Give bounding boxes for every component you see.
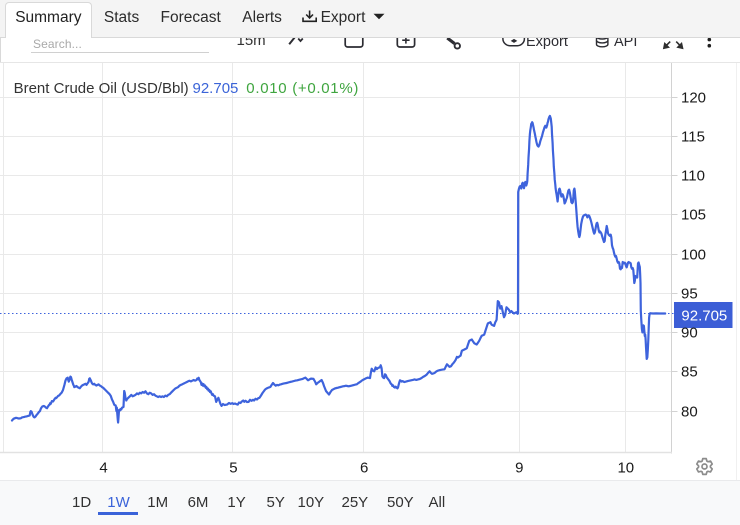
svg-text:4: 4 [99, 460, 107, 477]
svg-text:105: 105 [681, 207, 706, 224]
svg-text:95: 95 [681, 286, 698, 303]
svg-text:115: 115 [681, 129, 705, 146]
svg-text:92.705: 92.705 [681, 308, 727, 325]
svg-text:80: 80 [681, 404, 698, 421]
svg-text:90: 90 [681, 325, 698, 342]
svg-text:6: 6 [360, 460, 368, 477]
svg-text:9: 9 [515, 460, 523, 477]
svg-text:120: 120 [681, 90, 706, 107]
svg-text:85: 85 [681, 364, 698, 381]
svg-text:10: 10 [617, 460, 634, 477]
svg-text:5: 5 [229, 460, 237, 477]
svg-text:110: 110 [681, 168, 705, 185]
svg-text:100: 100 [681, 247, 706, 264]
